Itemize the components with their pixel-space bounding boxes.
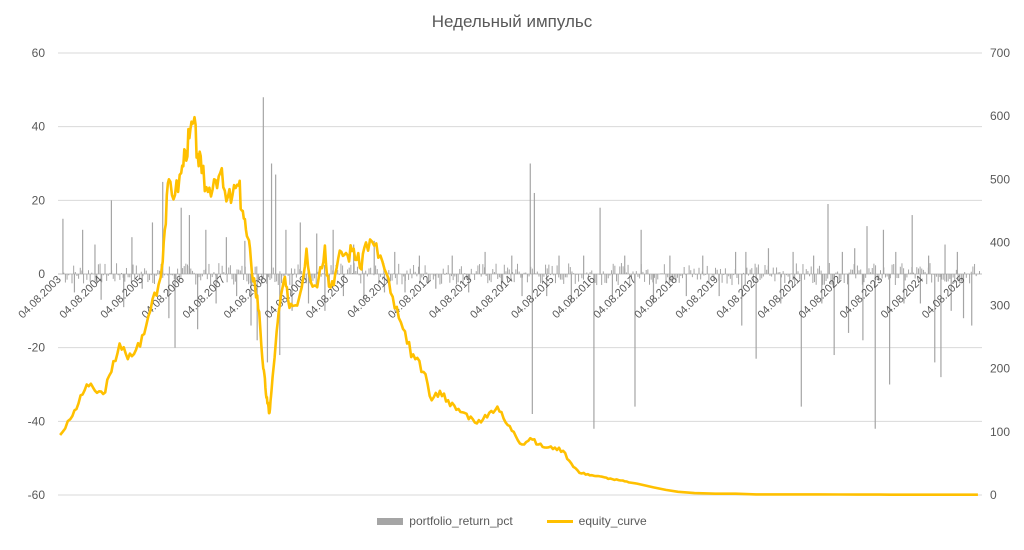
- legend-label-bar-series: portfolio_return_pct: [409, 514, 513, 528]
- legend: portfolio_return_pct equity_curve: [0, 514, 1024, 528]
- left-axis-tick-label: -60: [28, 488, 46, 502]
- x-axis-tick-label: 04.08.2019: [673, 274, 720, 321]
- x-axis-tick-label: 04.08.2011: [346, 274, 393, 321]
- x-axis-tick-label: 04.08.2007: [181, 274, 228, 321]
- left-axis-tick-label: 40: [32, 120, 46, 134]
- legend-label-line-series: equity_curve: [578, 514, 647, 528]
- right-axis-tick-label: 100: [990, 425, 1010, 439]
- x-axis-tick-label: 04.08.2023: [838, 274, 885, 321]
- legend-swatch-line: [546, 519, 573, 523]
- left-axis-tick-label: 20: [32, 193, 46, 207]
- x-axis-tick-label: 04.08.2022: [797, 274, 844, 321]
- right-axis-tick-label: 500: [990, 172, 1010, 186]
- left-axis-tick-label: -20: [28, 341, 46, 355]
- left-axis-tick-label: -40: [28, 414, 46, 428]
- chart-title: Недельный импульс: [431, 12, 593, 31]
- x-axis-tick-label: 04.08.2004: [57, 274, 104, 321]
- x-axis-tick-label: 04.08.2013: [427, 274, 474, 321]
- right-axis-tick-label: 300: [990, 299, 1010, 313]
- x-axis-tick-label: 04.08.2024: [879, 274, 926, 321]
- right-axis-tick-label: 700: [990, 46, 1010, 60]
- right-axis-tick-label: 0: [990, 488, 997, 502]
- legend-swatch-bar: [377, 517, 404, 525]
- legend-item-bar-series: portfolio_return_pct: [377, 514, 513, 528]
- right-axis-tick-label: 600: [990, 109, 1010, 123]
- x-axis-tick-label: 04.08.2016: [550, 274, 597, 321]
- left-axis-tick-label: 60: [32, 46, 46, 60]
- legend-item-line-series: equity_curve: [546, 514, 647, 528]
- x-axis-tick-label: 04.08.2021: [756, 274, 803, 321]
- left-axis-tick-label: 0: [38, 267, 45, 281]
- x-axis-tick-label: 04.08.2008: [222, 274, 269, 321]
- x-axis-tick-label: 04.08.2017: [591, 274, 638, 321]
- equity-curve-line: [59, 115, 978, 496]
- right-axis-tick-label: 400: [990, 235, 1010, 249]
- right-axis-tick-label: 200: [990, 362, 1010, 376]
- x-axis-tick-label: 04.08.2014: [468, 274, 515, 321]
- x-axis-tick-label: 04.08.2005: [99, 274, 146, 321]
- x-axis-tick-label: 04.08.2006: [140, 274, 187, 321]
